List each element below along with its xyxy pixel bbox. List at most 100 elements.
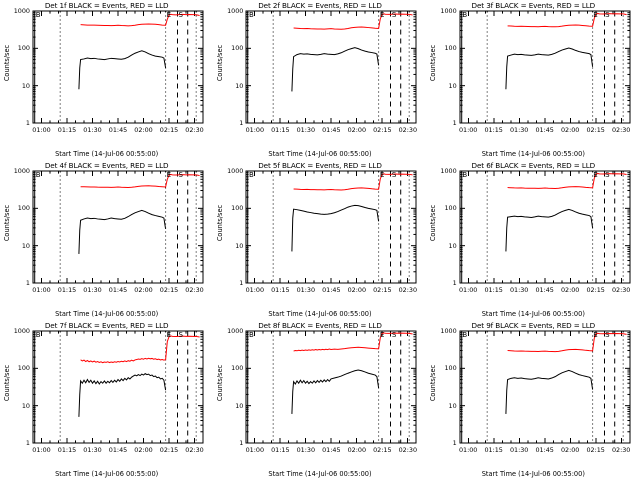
event-marker-label-e: E xyxy=(166,331,172,339)
x-tick-label: 02:30 xyxy=(398,446,418,454)
panel-det-8f: Det 8f BLACK = Events, RED = LLD Counts/s… xyxy=(213,320,426,480)
x-tick-label: 01:15 xyxy=(484,446,503,454)
panel-det-9f: Det 9f BLACK = Events, RED = LLD Counts/s… xyxy=(427,320,640,480)
y-tick-label: 1 xyxy=(25,119,30,127)
x-axis-label: Start Time (14-Jul-06 00:55:00) xyxy=(481,470,585,478)
y-tick-label: 10 xyxy=(235,241,244,250)
series-lld xyxy=(293,173,414,191)
x-tick-label: 01:45 xyxy=(322,446,341,454)
y-tick-label: 1 xyxy=(452,119,457,127)
y-tick-label: 10 xyxy=(448,401,457,410)
y-tick-label: 1 xyxy=(25,439,30,447)
y-tick-label: 10 xyxy=(448,241,457,250)
x-tick-label: 01:15 xyxy=(271,126,290,134)
event-marker-label-e: E xyxy=(379,331,385,339)
x-tick-label: 01:45 xyxy=(535,446,554,454)
x-tick-label: 01:30 xyxy=(83,446,102,454)
y-tick-label: 1000 xyxy=(440,7,457,15)
x-tick-label: 02:15 xyxy=(159,286,179,294)
panel-det-7f: Det 7f BLACK = Events, RED = LLD Counts/s… xyxy=(0,320,213,480)
x-tick-label: 02:15 xyxy=(586,286,605,294)
event-marker-label-b: B xyxy=(249,331,254,339)
plot-canvas xyxy=(245,330,417,444)
panel-title: Det 3f BLACK = Events, RED = LLD xyxy=(471,1,596,10)
x-tick-label: 01:45 xyxy=(108,286,128,294)
event-marker-label-s: S xyxy=(605,11,610,19)
event-marker-label-s: S xyxy=(391,11,397,19)
x-axis-label: Start Time (14-Jul-06 00:55:00) xyxy=(481,150,585,158)
event-marker-label-b: B xyxy=(35,11,41,19)
x-tick-label: 02:00 xyxy=(347,286,367,294)
panel-title: Det 2f BLACK = Events, RED = LLD xyxy=(258,1,382,10)
event-marker-label-b: B xyxy=(462,331,468,339)
x-tick-label: 02:30 xyxy=(398,126,418,134)
event-marker-label-b: B xyxy=(35,331,41,339)
series-lld xyxy=(293,13,414,30)
x-tick-label: 02:15 xyxy=(373,286,392,294)
y-tick-label: 1000 xyxy=(13,327,30,335)
x-tick-label: 01:30 xyxy=(509,126,529,134)
y-tick-label: 1 xyxy=(239,119,244,127)
x-tick-label: 01:45 xyxy=(535,126,554,134)
series-events xyxy=(78,50,167,90)
x-tick-label: 02:30 xyxy=(611,446,631,454)
x-tick-label: 01:00 xyxy=(32,286,51,294)
x-tick-label: 02:15 xyxy=(159,446,179,454)
panel-title: Det 8f BLACK = Events, RED = LLD xyxy=(258,321,382,330)
y-tick-label: 1000 xyxy=(227,167,244,175)
y-tick-label: 100 xyxy=(444,204,457,213)
y-tick-label: 10 xyxy=(448,81,457,90)
panel-title: Det 5f BLACK = Events, RED = LLD xyxy=(258,161,382,170)
event-marker-label-s: S xyxy=(391,171,397,179)
y-tick-label: 1 xyxy=(239,279,244,287)
x-tick-label: 02:00 xyxy=(134,286,153,294)
x-tick-label: 02:15 xyxy=(373,446,392,454)
x-tick-label: 01:30 xyxy=(509,446,529,454)
event-marker-label-e: E xyxy=(593,171,598,179)
x-tick-label: 01:00 xyxy=(245,126,265,134)
plot-canvas xyxy=(245,170,417,284)
x-tick-label: 01:30 xyxy=(296,126,316,134)
y-tick-label: 100 xyxy=(231,364,244,373)
x-tick-label: 02:30 xyxy=(611,286,631,294)
event-marker-label-e: E xyxy=(166,171,172,179)
series-lld xyxy=(80,335,200,364)
event-marker-label-e: E xyxy=(379,171,385,179)
series-events xyxy=(291,47,380,92)
panel-title: Det 7f BLACK = Events, RED = LLD xyxy=(44,321,169,330)
panel-title: Det 6f BLACK = Events, RED = LLD xyxy=(471,161,596,170)
x-tick-label: 01:45 xyxy=(322,286,341,294)
plot-canvas xyxy=(245,10,417,124)
event-marker-label-b: B xyxy=(462,171,468,179)
series-lld xyxy=(507,172,627,189)
panel-det-3f: Det 3f BLACK = Events, RED = LLD Counts/s… xyxy=(427,0,640,160)
y-tick-label: 1 xyxy=(25,279,30,287)
series-lld xyxy=(507,332,627,353)
series-events xyxy=(505,369,593,414)
x-tick-label: 01:15 xyxy=(271,446,290,454)
plot-canvas xyxy=(459,330,631,444)
panel-title: Det 9f BLACK = Events, RED = LLD xyxy=(471,321,596,330)
x-axis-label: Start Time (14-Jul-06 00:55:00) xyxy=(268,470,372,478)
event-marker-label-e: E xyxy=(593,11,598,19)
x-tick-label: 01:45 xyxy=(535,286,554,294)
x-tick-label: 01:00 xyxy=(32,446,51,454)
x-tick-label: 01:30 xyxy=(509,286,529,294)
panel-title: Det 4f BLACK = Events, RED = LLD xyxy=(44,161,169,170)
event-marker-label-b: B xyxy=(249,171,254,179)
x-tick-label: 01:15 xyxy=(57,446,77,454)
x-axis-label: Start Time (14-Jul-06 00:55:00) xyxy=(481,310,585,318)
x-tick-label: 01:00 xyxy=(458,446,478,454)
x-tick-label: 02:30 xyxy=(185,286,204,294)
event-marker-label-s: S xyxy=(178,331,183,339)
plot-canvas xyxy=(32,170,204,284)
y-tick-label: 1000 xyxy=(440,327,457,335)
event-marker-label-s: S xyxy=(605,331,610,339)
event-marker-label-b: B xyxy=(249,11,254,19)
x-tick-label: 01:30 xyxy=(83,286,102,294)
x-tick-label: 01:00 xyxy=(458,126,478,134)
panel-det-1f: Det 1f BLACK = Events, RED = LLD Counts/s… xyxy=(0,0,213,160)
panel-title: Det 1f BLACK = Events, RED = LLD xyxy=(44,1,169,10)
plot-canvas xyxy=(32,330,204,444)
